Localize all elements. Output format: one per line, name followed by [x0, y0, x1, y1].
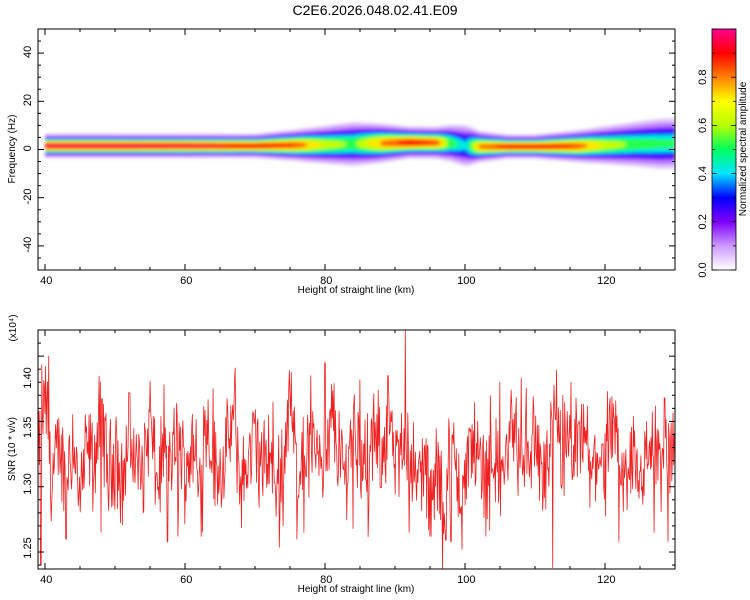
x-tick: 60 — [180, 574, 192, 586]
colorbar-tick: 0.2 — [697, 214, 709, 229]
colorbar-tick: 0.4 — [697, 166, 709, 181]
spectral-contour — [496, 144, 574, 149]
y-axis-label: SNR (10 * v/v) — [7, 417, 18, 481]
spectral-contour — [45, 144, 231, 148]
colorbar-tick: 0.0 — [697, 262, 709, 277]
y-tick: 40 — [22, 46, 34, 58]
x-tick: 80 — [320, 275, 332, 287]
y-tick: 1.30 — [22, 473, 34, 494]
colorbar-tick: 0.8 — [697, 70, 709, 85]
colorbar: 0.0 0.2 0.4 0.6 0.8 Normalized spectral … — [697, 28, 749, 278]
x-axis-label: Height of straight line (km) — [298, 285, 415, 296]
spectrogram-panel: 40 60 80 100 120 40 20 0 -20 -40 Height … — [7, 28, 676, 296]
spectral-ridge — [45, 118, 675, 169]
spectral-contour — [398, 140, 434, 145]
y-axis-label: Frequency (Hz) — [7, 115, 18, 184]
y-tick: 0 — [22, 145, 34, 151]
y-tick: 1.40 — [22, 367, 34, 388]
x-axis-label: Height of straight line (km) — [298, 584, 415, 595]
snr-line — [38, 330, 675, 569]
x-tick: 100 — [457, 574, 475, 586]
y-tick: 1.35 — [22, 417, 34, 438]
y-tick: -20 — [22, 189, 34, 205]
x-tick: 120 — [597, 574, 615, 586]
snr-panel: 40 60 80 100 120 1.40 1.35 1.30 1.25 (x1… — [7, 314, 676, 595]
figure-title: C2E6.2026.048.02.41.E09 — [292, 2, 457, 18]
x-tick: 120 — [597, 275, 615, 287]
x-tick: 80 — [320, 574, 332, 586]
y-tick: -40 — [22, 237, 34, 253]
colorbar-label: Normalized spectral amplitude — [738, 81, 749, 216]
colorbar-scale — [711, 28, 737, 271]
y-exponent-label: (x10⁴) — [8, 314, 19, 341]
x-tick: 40 — [40, 574, 52, 586]
colorbar-tick: 0.6 — [697, 118, 709, 133]
spectrogram-ticks — [38, 28, 676, 271]
x-tick: 100 — [457, 275, 475, 287]
snr-ticks — [38, 329, 676, 569]
snr-frame — [37, 329, 676, 570]
colorbar-ticks — [712, 28, 736, 271]
x-tick: 40 — [40, 275, 52, 287]
y-tick: 1.25 — [22, 537, 34, 558]
x-tick: 60 — [180, 275, 192, 287]
snr-series — [38, 330, 675, 569]
y-tick: 20 — [22, 94, 34, 106]
